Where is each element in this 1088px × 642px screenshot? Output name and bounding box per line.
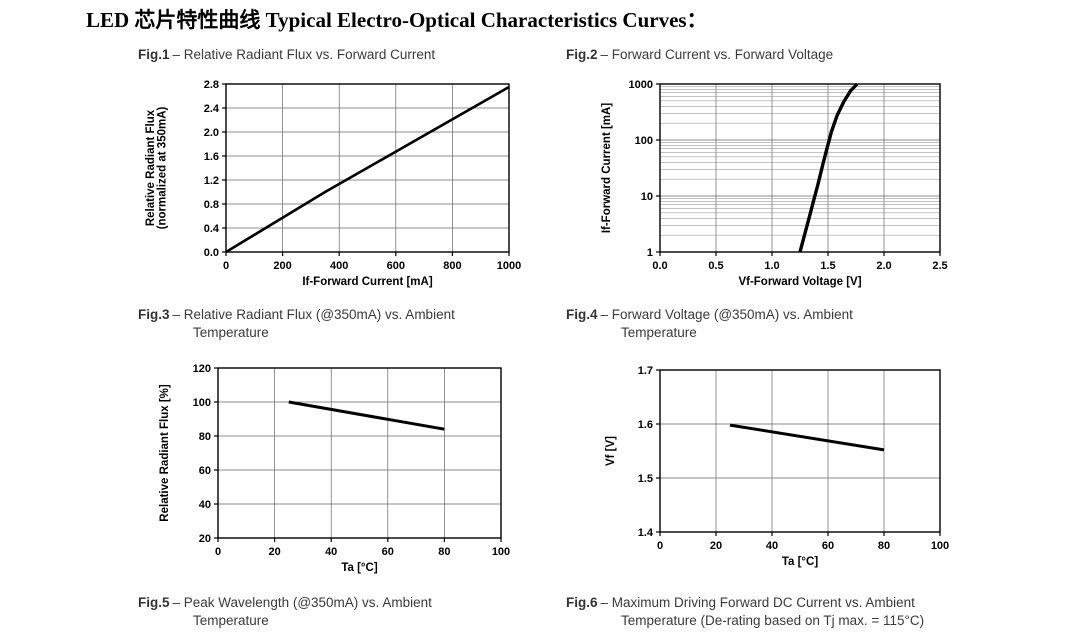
- svg-text:0.0: 0.0: [652, 260, 667, 272]
- svg-text:0.5: 0.5: [708, 260, 723, 272]
- figure-6-title: – Maximum Driving Forward DC Current vs.…: [600, 595, 925, 629]
- svg-text:20: 20: [199, 533, 211, 545]
- svg-text:If-Forward Current [mA]: If-Forward Current [mA]: [302, 276, 433, 288]
- svg-text:2.4: 2.4: [204, 103, 220, 115]
- svg-text:100: 100: [193, 397, 211, 409]
- svg-text:2.0: 2.0: [204, 127, 219, 139]
- figure-5-title: – Peak Wavelength (@350mA) vs. Ambient T…: [172, 595, 432, 629]
- svg-text:Vf [V]: Vf [V]: [605, 436, 617, 466]
- fig2-chart: 0.0 0.5 1.0 1.5 2.0 2.5 1 10 100 1000 Vf-Forward V…: [601, 79, 948, 288]
- figure-3-label: Fig.3: [138, 307, 170, 322]
- figure-2-label: Fig.2: [566, 47, 598, 62]
- figure-4-label: Fig.4: [566, 307, 598, 322]
- svg-text:1.2: 1.2: [204, 175, 219, 187]
- page-title: LED 芯片特性曲线 Typical Electro-Optical Chara…: [86, 8, 708, 32]
- figure-1-label: Fig.1: [138, 47, 170, 62]
- svg-text:0: 0: [215, 546, 221, 558]
- svg-text:1.6: 1.6: [638, 419, 653, 431]
- svg-text:40: 40: [766, 540, 778, 552]
- figure-2-title: – Forward Current vs. Forward Voltage: [600, 47, 834, 62]
- svg-text:1.4: 1.4: [638, 527, 654, 539]
- svg-text:800: 800: [443, 260, 461, 272]
- svg-text:(normalized at 350mA): (normalized at 350mA): [157, 107, 169, 230]
- svg-text:1.5: 1.5: [820, 260, 835, 272]
- figure-1-title: – Relative Radiant Flux vs. Forward Curr…: [172, 47, 436, 62]
- svg-text:0.4: 0.4: [204, 223, 220, 235]
- svg-text:120: 120: [193, 363, 211, 375]
- figure-4: Fig.4– Forward Voltage (@350mA) vs. Ambi…: [566, 306, 949, 574]
- fig1-chart: 0 200 400 600 800 1000 0.0 0.4 0.8 1.2 1.6 2.0 2.4 2.…: [145, 79, 521, 288]
- figure-4-caption: Fig.4– Forward Voltage (@350mA) vs. Ambi…: [566, 306, 896, 342]
- figure-2-caption: Fig.2– Forward Current vs. Forward Volta…: [566, 46, 956, 64]
- figure-6-label: Fig.6: [566, 595, 598, 610]
- svg-text:80: 80: [878, 540, 890, 552]
- svg-text:10: 10: [641, 191, 653, 203]
- svg-text:Ta [°C]: Ta [°C]: [782, 556, 818, 568]
- svg-text:20: 20: [268, 546, 280, 558]
- svg-text:100: 100: [492, 546, 510, 558]
- figure-6: Fig.6– Maximum Driving Forward DC Curren…: [566, 594, 970, 630]
- svg-text:If-Forward Current [mA]: If-Forward Current [mA]: [601, 103, 613, 234]
- svg-text:Vf-Forward Voltage [V]: Vf-Forward Voltage [V]: [738, 276, 861, 288]
- svg-text:Relative Radiant Flux [%]: Relative Radiant Flux [%]: [159, 384, 171, 522]
- svg-text:1000: 1000: [497, 260, 521, 272]
- svg-text:200: 200: [273, 260, 291, 272]
- svg-text:0: 0: [657, 540, 663, 552]
- svg-text:Ta [°C]: Ta [°C]: [341, 562, 377, 574]
- svg-text:20: 20: [710, 540, 722, 552]
- svg-text:2.8: 2.8: [204, 79, 219, 91]
- svg-text:2.0: 2.0: [876, 260, 891, 272]
- fig4-chart: 0 20 40 60 80 100 1.4 1.5 1.6 1.7 Ta [°C] Vf [V]: [605, 365, 949, 568]
- figure-5: Fig.5– Peak Wavelength (@350mA) vs. Ambi…: [138, 594, 468, 630]
- svg-text:1.6: 1.6: [204, 151, 219, 163]
- figure-6-caption: Fig.6– Maximum Driving Forward DC Curren…: [566, 594, 970, 630]
- svg-text:100: 100: [931, 540, 949, 552]
- svg-text:600: 600: [387, 260, 405, 272]
- svg-text:2.5: 2.5: [932, 260, 947, 272]
- figure-3: Fig.3– Relative Radiant Flux (@350mA) vs…: [138, 306, 510, 578]
- svg-text:40: 40: [199, 499, 211, 511]
- fig3-chart: 0 20 40 60 80 100 20 40 60 80 100 120 Ta [°C] Relativ…: [159, 363, 510, 574]
- svg-text:1.5: 1.5: [638, 473, 653, 485]
- svg-text:1000: 1000: [629, 79, 653, 91]
- svg-text:0.0: 0.0: [204, 247, 219, 259]
- figure-4-title: – Forward Voltage (@350mA) vs. Ambient T…: [600, 307, 853, 341]
- svg-text:60: 60: [199, 465, 211, 477]
- figure-3-caption: Fig.3– Relative Radiant Flux (@350mA) vs…: [138, 306, 490, 342]
- svg-text:Relative Radiant Flux: Relative Radiant Flux: [145, 109, 157, 226]
- figure-2: Fig.2– Forward Current vs. Forward Volta…: [566, 46, 956, 292]
- svg-text:0: 0: [223, 260, 229, 272]
- svg-text:80: 80: [199, 431, 211, 443]
- svg-text:100: 100: [635, 135, 653, 147]
- svg-text:40: 40: [325, 546, 337, 558]
- svg-text:1.0: 1.0: [764, 260, 779, 272]
- svg-text:60: 60: [382, 546, 394, 558]
- figure-5-label: Fig.5: [138, 595, 170, 610]
- svg-text:80: 80: [438, 546, 450, 558]
- svg-text:60: 60: [822, 540, 834, 552]
- figure-1-caption: Fig.1– Relative Radiant Flux vs. Forward…: [138, 46, 523, 64]
- svg-text:1: 1: [647, 247, 653, 259]
- svg-text:400: 400: [330, 260, 348, 272]
- figure-1: Fig.1– Relative Radiant Flux vs. Forward…: [138, 46, 523, 292]
- svg-text:1.7: 1.7: [638, 365, 653, 377]
- figure-5-caption: Fig.5– Peak Wavelength (@350mA) vs. Ambi…: [138, 594, 468, 630]
- svg-text:0.8: 0.8: [204, 199, 219, 211]
- figure-3-title: – Relative Radiant Flux (@350mA) vs. Amb…: [172, 307, 455, 341]
